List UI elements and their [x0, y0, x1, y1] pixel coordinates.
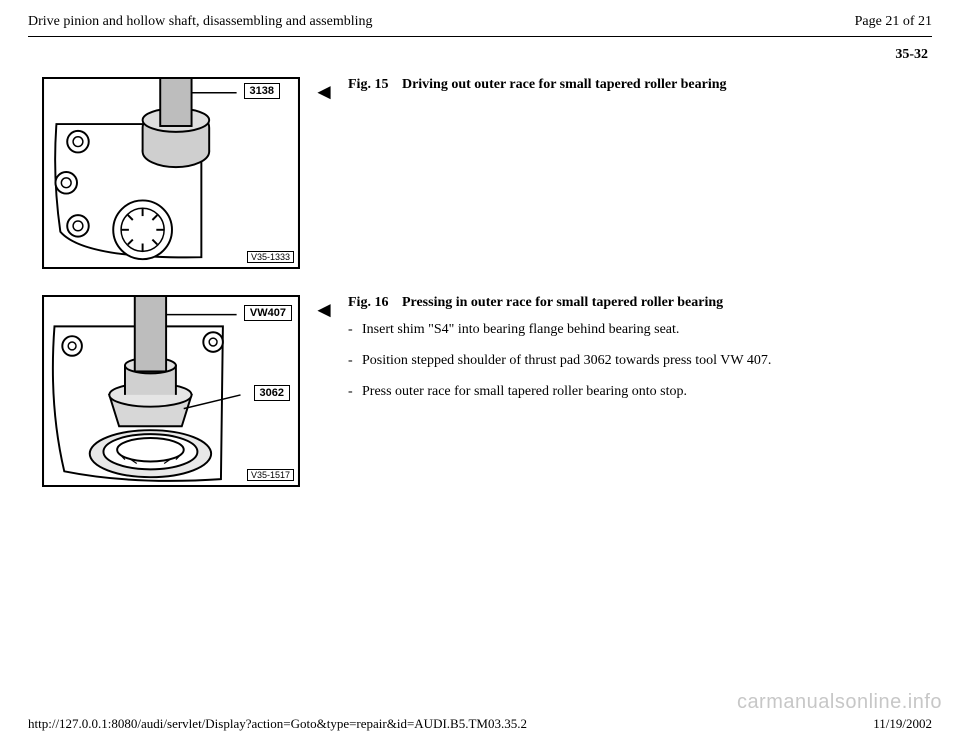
watermark: carmanualsonline.info: [737, 691, 942, 714]
figure-15-caption: Driving out outer race for small tapered…: [402, 77, 727, 92]
figure-16-block: VW407 3062 V35-1517 ◄ Fig. 16 Pressing i…: [28, 295, 932, 487]
figure-16-label: Fig. 16: [348, 295, 388, 310]
header-page: Page 21 of 21: [855, 14, 932, 30]
figure-16-tool-label: VW407: [244, 305, 292, 321]
step-item: Position stepped shoulder of thrust pad …: [348, 352, 924, 371]
figure-15-label: Fig. 15: [348, 77, 388, 92]
footer-url: http://127.0.0.1:8080/audi/servlet/Displ…: [28, 716, 527, 732]
figure-16-part-label: 3062: [254, 385, 290, 401]
figure-15-id: V35-1333: [247, 251, 294, 263]
section-number: 35-32: [28, 47, 928, 63]
step-item: Press outer race for small tapered rolle…: [348, 383, 924, 402]
figure-15-tool-label: 3138: [244, 83, 280, 99]
figure-16-id: V35-1517: [247, 469, 294, 481]
figure-16-image: VW407 3062 V35-1517: [42, 295, 300, 487]
figure-16-text: Fig. 16 Pressing in outer race for small…: [348, 295, 932, 414]
figure-15-arrow: ◄: [300, 77, 348, 105]
figure-15-image: 3138 V35-1333: [42, 77, 300, 269]
page-footer: http://127.0.0.1:8080/audi/servlet/Displ…: [28, 716, 932, 732]
step-item: Insert shim "S4" into bearing flange beh…: [348, 321, 924, 340]
figure-16-caption-line: Fig. 16 Pressing in outer race for small…: [348, 295, 924, 311]
footer-date: 11/19/2002: [873, 716, 932, 732]
figure-15-block: 3138 V35-1333 ◄ Fig. 15 Driving out oute…: [28, 77, 932, 269]
figure-15-caption-line: Fig. 15 Driving out outer race for small…: [348, 77, 924, 93]
page-header: Drive pinion and hollow shaft, disassemb…: [28, 14, 932, 36]
page: Drive pinion and hollow shaft, disassemb…: [0, 0, 960, 742]
figure-15-svg: [44, 79, 298, 267]
figure-16-steps: Insert shim "S4" into bearing flange beh…: [348, 321, 924, 402]
figure-16-caption: Pressing in outer race for small tapered…: [402, 295, 723, 310]
header-title: Drive pinion and hollow shaft, disassemb…: [28, 14, 373, 30]
figure-15-text: Fig. 15 Driving out outer race for small…: [348, 77, 932, 103]
header-rule: [28, 36, 932, 37]
figure-16-arrow: ◄: [300, 295, 348, 323]
